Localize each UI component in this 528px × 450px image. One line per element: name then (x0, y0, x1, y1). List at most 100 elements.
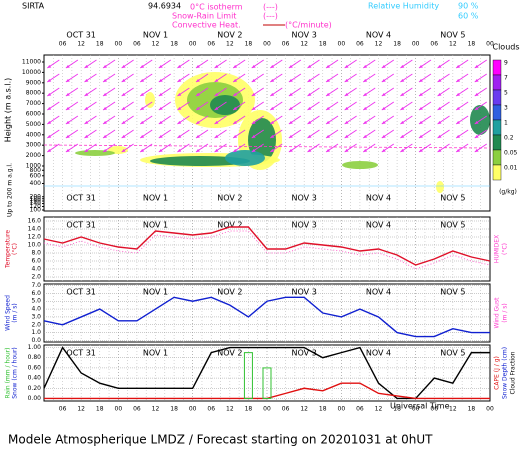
wind-arrow-head (121, 107, 126, 110)
wind-arrow (214, 143, 227, 153)
wind-arrow (232, 59, 246, 69)
colorbar-box (492, 134, 502, 151)
y2-axis-label: CAPE (J / g) (494, 356, 501, 390)
wind-arrow (102, 143, 116, 153)
wind-arrow (177, 115, 190, 125)
wind-arrow-head (418, 65, 423, 68)
wind-arrow (474, 101, 487, 111)
wind-arrow-head (121, 135, 126, 138)
wind-arrow (400, 129, 413, 139)
rh-90: 90 % (458, 2, 479, 11)
colorbar-label: 9 (504, 60, 508, 67)
wind-arrow-head (381, 121, 386, 124)
wind-arrow (139, 73, 153, 83)
wind-arrow-head (344, 135, 349, 138)
y-tick-label: 800 (30, 167, 42, 174)
wind-arrow-head (121, 65, 126, 68)
wind-arrow-head (307, 149, 312, 152)
wind-arrow (232, 143, 246, 153)
wind-arrow-head (84, 93, 89, 96)
wind-arrow (47, 87, 60, 97)
day-label: NOV 4 (366, 194, 391, 203)
wind-arrow (455, 143, 469, 153)
wind-arrow-head (251, 121, 256, 124)
wind-arrow-head (400, 149, 405, 152)
wind-arrow (325, 87, 339, 97)
day-label: NOV 2 (217, 194, 242, 203)
wind-arrow-head (65, 65, 70, 68)
wind-arrow-head (214, 149, 219, 152)
isotherm-label: 0°C isotherm (190, 3, 243, 12)
colorbar-box (492, 149, 502, 166)
wind-arrow (437, 87, 450, 97)
y-tick-label: 10000 (22, 69, 41, 76)
day-label: NOV 4 (366, 221, 391, 230)
wind-arrow-head (437, 135, 442, 138)
wind-arrow (139, 101, 153, 111)
wind-arrow-head (456, 149, 461, 152)
wind-arrow-head (288, 65, 293, 68)
wind-arrow (362, 87, 376, 97)
wind-arrow-head (270, 93, 275, 96)
wind-arrow (177, 59, 190, 69)
wind-arrow (400, 101, 413, 111)
wind-arrow-head (400, 93, 405, 96)
hour-label: 18 (468, 406, 476, 413)
wind-arrow-head (381, 93, 386, 96)
wind-arrow (214, 87, 227, 97)
rain-bar (243, 352, 253, 399)
colorbar-box (492, 164, 502, 181)
wind-arrow (102, 115, 116, 125)
wind-arrow (400, 59, 413, 69)
hour-label: 06 (282, 41, 290, 48)
wind-arrow-head (474, 93, 479, 96)
wind-arrow (47, 59, 60, 69)
hour-label: 00 (263, 41, 271, 48)
wind-arrow (84, 87, 97, 97)
day-label: NOV 5 (440, 349, 465, 358)
y2-axis-unit: (m / s) (502, 303, 509, 323)
wind-arrow-head (326, 121, 331, 124)
wind-arrow-head (195, 135, 200, 138)
day-label: NOV 5 (440, 31, 465, 40)
hour-label: 12 (152, 41, 160, 48)
hour-label: 18 (245, 406, 253, 413)
wind-arrow-head (456, 65, 461, 68)
day-label: NOV 3 (292, 288, 317, 297)
wind-arrow (307, 129, 320, 139)
wind-arrow-head (103, 65, 108, 68)
hour-label: 06 (282, 406, 290, 413)
cloud-blob (225, 150, 265, 166)
wind-arrow (288, 87, 302, 97)
y2-axis-label-3: Cloud Fraction (510, 351, 517, 394)
wind-arrow-head (418, 149, 423, 152)
wind-arrow (65, 59, 79, 69)
y-tick-label: 1.00 (28, 344, 42, 351)
day-label: NOV 4 (366, 288, 391, 297)
colorbar-box (492, 74, 502, 91)
wind-arrow (65, 87, 79, 97)
y-tick-label: 8000 (26, 90, 41, 97)
day-label: OCT 31 (66, 288, 96, 297)
wind-arrow-head (65, 107, 70, 110)
y-tick-label: 2.0 (31, 274, 41, 281)
wind-arrow-head (363, 135, 368, 138)
wind-arrow-head (288, 107, 293, 110)
hour-label: 06 (133, 406, 141, 413)
wind-arrow (381, 87, 395, 97)
wind-arrow-head (233, 135, 238, 138)
wind-arrow-head (456, 135, 461, 138)
wind-arrow (362, 115, 376, 125)
wind-arrow (139, 87, 153, 97)
wind-arrow-head (177, 149, 182, 152)
wind-arrow-head (344, 65, 349, 68)
wind-arrow-head (214, 121, 219, 124)
day-label: NOV 3 (292, 194, 317, 203)
hour-label: 00 (486, 406, 494, 413)
wind-arrow-head (381, 149, 386, 152)
wind-arrow (214, 73, 227, 83)
wind-arrow (362, 73, 376, 83)
day-label: NOV 1 (143, 31, 168, 40)
wind-arrow (344, 101, 357, 111)
wind-arrow (344, 87, 357, 97)
